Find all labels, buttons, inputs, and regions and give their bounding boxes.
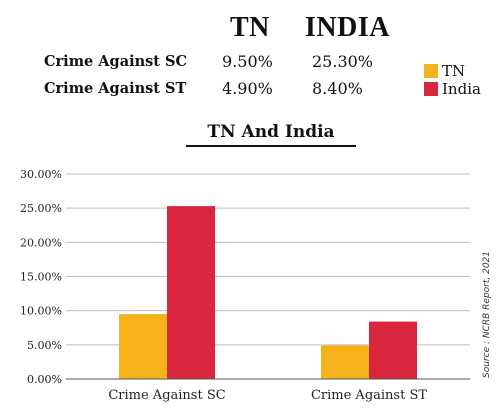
bar-india-sc: [167, 206, 215, 379]
y-tick-label: 15.00%: [20, 271, 62, 284]
legend-label-tn: TN: [442, 62, 466, 80]
table-header-tn: TN: [230, 12, 270, 43]
legend-label-india: India: [442, 80, 481, 98]
y-tick-label: 5.00%: [27, 339, 62, 352]
y-tick-label: 25.00%: [20, 202, 62, 215]
chart-bars: [119, 206, 417, 379]
x-axis-tick-labels: Crime Against SC Crime Against ST: [108, 388, 427, 403]
table-header-india: INDIA: [305, 12, 390, 43]
table-cell-india-st: 8.40%: [312, 79, 363, 98]
legend-swatch-tn: [424, 64, 438, 78]
bar-india-st: [369, 321, 417, 379]
legend-item-tn: TN: [424, 62, 481, 80]
chart-title-underline: [186, 145, 356, 147]
y-tick-label: 10.00%: [20, 305, 62, 318]
y-tick-label: 20.00%: [20, 236, 62, 249]
table-cell-india-sc: 25.30%: [312, 52, 374, 71]
bar-tn-st: [321, 345, 369, 379]
y-tick-label: 0.00%: [27, 373, 62, 386]
bar-tn-sc: [119, 314, 167, 379]
y-tick-label: 30.00%: [20, 168, 62, 181]
chart-title: TN And India: [207, 122, 335, 142]
legend-swatch-india: [424, 82, 438, 96]
legend-item-india: India: [424, 80, 481, 98]
x-tick-label: Crime Against ST: [311, 388, 427, 403]
table-cell-tn-st: 4.90%: [222, 79, 273, 98]
x-tick-label: Crime Against SC: [108, 388, 225, 403]
y-axis-tick-labels: 0.00% 5.00% 10.00% 15.00% 20.00% 25.00% 30.00%: [20, 168, 62, 386]
table-cell-tn-sc: 9.50%: [222, 52, 273, 71]
source-note: Source : NCRB Report, 2021: [482, 250, 492, 378]
table-row-label-st: Crime Against ST: [44, 80, 187, 97]
legend: TN India: [424, 62, 481, 98]
table-row-label-sc: Crime Against SC: [44, 53, 188, 70]
